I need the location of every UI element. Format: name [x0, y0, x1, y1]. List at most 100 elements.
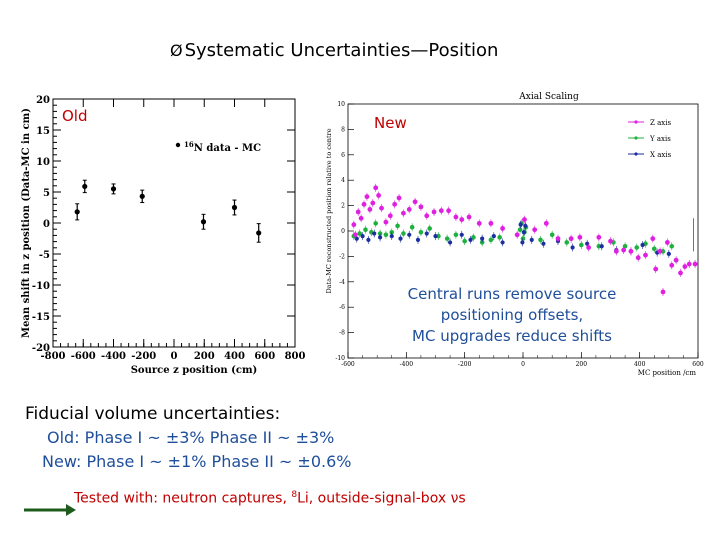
data-point [651, 246, 657, 252]
data-point [392, 201, 398, 207]
data-point [520, 236, 526, 241]
data-point [418, 204, 424, 210]
data-point [543, 220, 549, 226]
legend-marker [634, 120, 638, 124]
data-point [640, 242, 645, 248]
data-point [468, 237, 473, 242]
data-point [666, 251, 671, 256]
x-tick-label: 400 [224, 351, 245, 362]
data-point [357, 231, 362, 236]
data-point [453, 214, 459, 220]
data-point [379, 205, 384, 211]
y-tick-label: -2 [339, 253, 345, 260]
data-point [500, 226, 505, 231]
data-point [383, 219, 389, 225]
data-point [377, 235, 383, 240]
x-tick-label: -600 [341, 361, 355, 368]
x-tick-label: -600 [71, 351, 96, 362]
y-tick-label: -10 [32, 281, 50, 292]
data-point [407, 232, 412, 237]
green-arrow-icon [24, 504, 76, 516]
data-point [364, 194, 370, 200]
data-point [418, 229, 424, 235]
data-point [518, 222, 523, 227]
data-point [538, 237, 543, 243]
new-label: New [374, 114, 407, 132]
data-point [361, 201, 367, 207]
legend-marker [634, 136, 638, 140]
y-tick-label: 5 [43, 188, 50, 199]
data-point [500, 240, 505, 245]
y-tick-label: 0 [43, 219, 50, 230]
data-point [650, 236, 656, 242]
data-point [376, 193, 382, 198]
data-point [453, 232, 459, 238]
old-shift-chart: -800 -600 -400 -200 0 200 400 600 800 20 15 10 5 0 -5 -… [21, 95, 305, 376]
y-tick-label: -4 [339, 279, 345, 286]
data-point [621, 247, 627, 253]
data-point [446, 208, 452, 214]
data-point [424, 231, 429, 236]
data-point [360, 233, 365, 239]
data-point [370, 200, 376, 206]
data-point [383, 232, 389, 238]
x-tick-label: -400 [101, 351, 126, 362]
central-runs-note: Central runs remove source positioning o… [400, 284, 624, 347]
data-point [532, 227, 538, 233]
data-point [682, 264, 688, 269]
data-point [462, 238, 467, 244]
data-point [586, 245, 592, 250]
y-tick-label: 0 [341, 228, 345, 235]
x-tick-label: -200 [458, 361, 472, 368]
data-point [522, 217, 527, 222]
fiducial-new-line: New: Phase I ~ ±1% Phase II ~ ±0.6% [42, 452, 351, 471]
data-point [664, 240, 670, 245]
data-point [74, 209, 80, 215]
data-point [669, 262, 675, 268]
note-line-3: MC upgrades reduce shifts [412, 327, 612, 345]
slide-title: Ø Systematic Uncertainties—Position [170, 40, 498, 61]
data-point [436, 233, 441, 239]
data-point [517, 227, 523, 233]
x-tick-label: 600 [692, 361, 704, 368]
data-point [373, 185, 379, 191]
data-point [585, 241, 590, 246]
data-point [139, 193, 145, 199]
data-point [657, 248, 663, 254]
data-point [447, 240, 453, 245]
x-axis-label: Source z position (cm) [131, 365, 258, 376]
y-tick-label: 4 [341, 177, 345, 184]
data-point [431, 209, 437, 215]
fiducial-new-values: Phase I ~ ±1% Phase II ~ ±0.6% [81, 452, 352, 471]
tested-with-line: Tested with: neutron captures, 8Li, outs… [74, 490, 466, 507]
x-tick-label: 600 [254, 351, 275, 362]
data-point [401, 210, 406, 216]
tested-prefix: Tested with: neutron captures, [74, 490, 292, 507]
data-point [541, 241, 546, 246]
data-point [634, 245, 640, 250]
data-point [444, 236, 450, 241]
x-tick-label: 0 [171, 351, 178, 362]
tested-suffix: Li, outside-signal-box νs [297, 490, 466, 507]
data-point [555, 236, 561, 242]
data-point [466, 214, 472, 220]
data-point [438, 208, 444, 214]
old-label: Old [62, 107, 88, 125]
data-point [564, 240, 570, 245]
data-point [596, 234, 602, 240]
y-tick-label: 2 [341, 203, 345, 210]
data-point [433, 233, 438, 239]
legend-label: Y axis [649, 135, 671, 143]
y-tick-label: -8 [339, 330, 345, 337]
data-point [358, 215, 364, 221]
data-point [613, 248, 619, 254]
data-point [488, 237, 494, 243]
data-point [424, 213, 430, 219]
arrow-bullet-icon: Ø [170, 41, 183, 60]
x-tick-label: 0 [521, 361, 525, 368]
data-point [355, 209, 361, 215]
data-point [367, 207, 373, 212]
new-axial-scaling-chart: Axial Scaling -600 -400 -200 0 200 400 600 10 8 6 4… [325, 92, 704, 377]
legend-marker [175, 142, 181, 148]
data-point [480, 236, 485, 241]
